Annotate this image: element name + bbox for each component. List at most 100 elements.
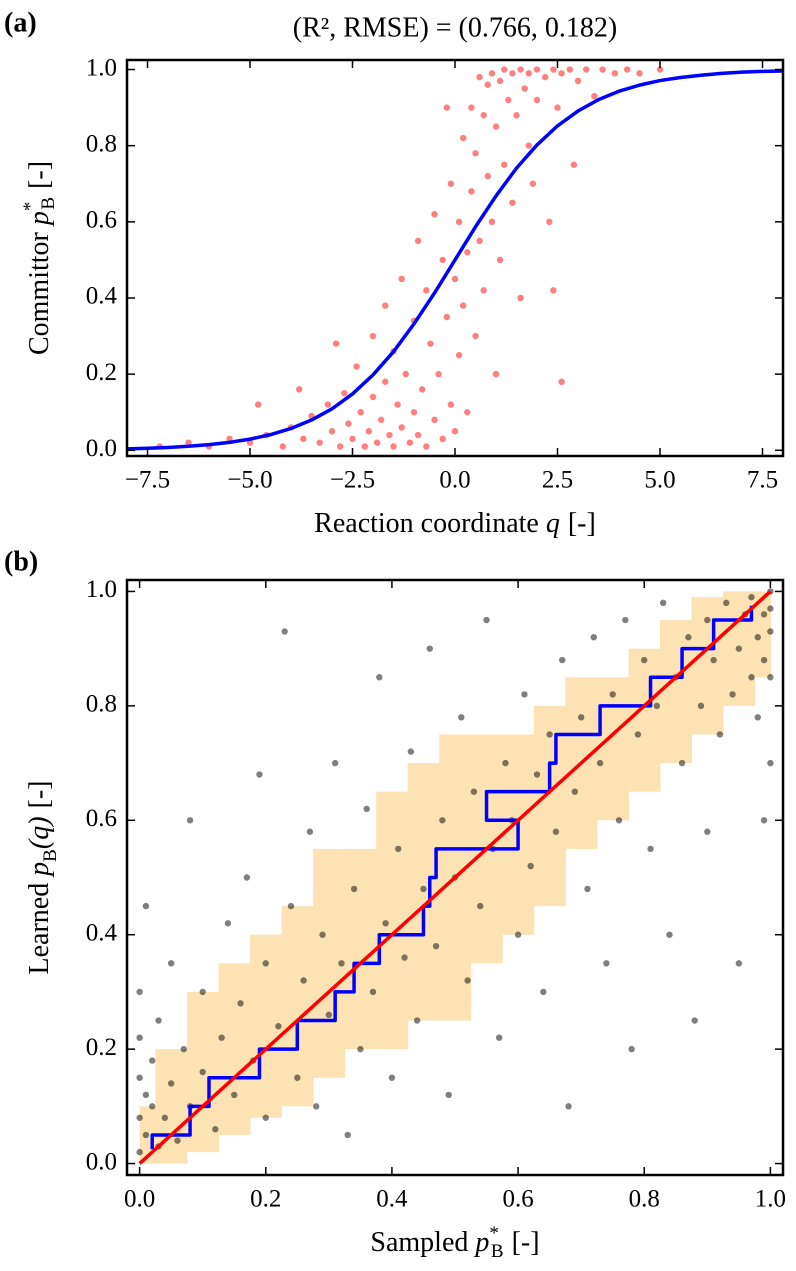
label-part: [-] (24, 161, 55, 189)
scatter-point (550, 287, 557, 294)
scatter-point (496, 256, 504, 264)
scatter-point (704, 828, 711, 835)
plot-area (136, 588, 774, 1165)
x-tick-label: 5.0 (644, 467, 675, 494)
scatter-point (212, 1126, 219, 1133)
y-tick-label: 1.0 (86, 576, 117, 603)
y-tick-label: 0.6 (86, 207, 117, 234)
scatter-point (167, 960, 175, 967)
scatter-point (237, 1000, 244, 1007)
scatter-point (398, 275, 405, 283)
y-tick-label: 0.8 (86, 130, 117, 157)
scatter-point (447, 401, 455, 408)
band-segment (281, 906, 314, 1107)
chart-title: (R², RMSE) = (0.766, 0.182) (293, 12, 617, 43)
scatter-point (231, 1091, 238, 1099)
scatter-point (423, 443, 430, 450)
scatter-point (525, 142, 532, 149)
x-tick-label: 0.0 (439, 467, 470, 494)
scatter-point (460, 302, 467, 309)
scatter-point (735, 645, 743, 652)
scatter-point (477, 902, 484, 910)
scatter-point (439, 817, 446, 824)
scatter-point (704, 616, 711, 624)
scatter-point (447, 180, 455, 187)
scatter-point (754, 634, 761, 641)
band-segment (533, 705, 566, 907)
scatter-point (760, 656, 768, 664)
label-part: Sampled (370, 1227, 468, 1258)
scatter-point (480, 112, 487, 119)
scatter-point (533, 66, 541, 73)
scatter-point (748, 674, 755, 681)
scatter-point (401, 954, 408, 961)
label-part: q (546, 508, 560, 539)
scatter-point (279, 443, 286, 450)
scatter-point (590, 634, 597, 641)
scatter-point (369, 332, 377, 340)
scatter-point (476, 237, 483, 245)
y-tick-label: 0.0 (86, 1148, 117, 1175)
scatter-point (180, 1045, 187, 1053)
axes-frame (125, 578, 785, 1177)
scatter-point (622, 616, 629, 624)
scatter-point (275, 1023, 282, 1030)
scatter-point (501, 161, 508, 168)
scatter-point (691, 1017, 698, 1024)
scatter-point (685, 634, 692, 641)
scatter-point (546, 218, 553, 226)
scatter-point (767, 674, 774, 681)
scatter-point (332, 340, 340, 347)
scatter-point (328, 428, 336, 435)
scatter-point (513, 112, 520, 119)
y-tick-label: 0.8 (86, 691, 117, 718)
y-tick-label: 0.6 (86, 805, 117, 832)
scatter-point (435, 370, 442, 378)
scatter-point (256, 771, 263, 778)
x-tick-label: −7.5 (125, 467, 170, 494)
panel-label: (b) (4, 546, 38, 577)
band-segment (628, 648, 661, 792)
scatter-point (300, 977, 307, 984)
y-tick-label: 0.2 (86, 359, 117, 386)
x-tick-label: −5.0 (227, 467, 272, 494)
scatter-point (659, 599, 667, 607)
scatter-point (142, 902, 150, 910)
scatter-point (398, 424, 405, 431)
label-part: p (473, 1227, 489, 1258)
scatter-point (373, 439, 381, 446)
scatter-point (723, 599, 730, 607)
scatter-point (570, 161, 578, 168)
scatter-point (488, 70, 496, 77)
scatter-point (472, 150, 479, 157)
scatter-point (426, 645, 433, 652)
label-part: B (38, 197, 59, 210)
scatter-point (517, 294, 524, 302)
scatter-point (559, 656, 566, 664)
scatter-point (583, 66, 590, 73)
label-part: [-] (568, 508, 596, 539)
y-tick-label: 1.0 (86, 54, 117, 81)
scatter-point (386, 431, 393, 439)
scatter-point (529, 180, 537, 187)
scatter-point (363, 805, 370, 813)
scatter-point (464, 977, 471, 984)
scatter-point (514, 931, 522, 938)
scatter-point (533, 771, 541, 778)
scatter-point (521, 85, 528, 92)
scatter-point (432, 942, 440, 950)
scatter-point (554, 104, 561, 111)
scatter-point (596, 759, 604, 767)
scatter-point (697, 702, 705, 710)
x-tick-label: 0.2 (250, 1186, 281, 1213)
scatter-point (458, 714, 465, 721)
scatter-point (678, 759, 686, 767)
scatter-point (423, 287, 430, 294)
panel-label: (a) (4, 7, 37, 38)
scatter-point (735, 960, 743, 967)
scatter-point (149, 1103, 156, 1110)
scatter-point (505, 96, 512, 104)
label-part: * (489, 1223, 499, 1244)
scatter-point (472, 332, 479, 340)
